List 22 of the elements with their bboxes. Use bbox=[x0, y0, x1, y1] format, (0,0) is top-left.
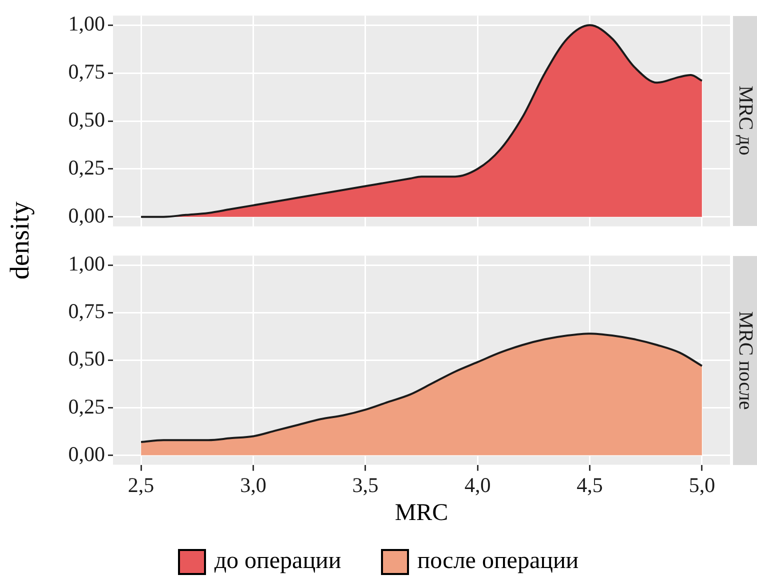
y-tick-label: 0,00 bbox=[68, 203, 105, 228]
x-tick-label: 5,0 bbox=[688, 472, 716, 497]
y-tick-label: 0,00 bbox=[68, 442, 105, 466]
x-tick-label: 4,5 bbox=[576, 472, 603, 497]
y-axis-title: density bbox=[4, 200, 36, 282]
y-tick-label: 0,25 bbox=[68, 155, 105, 180]
text: MRC после bbox=[734, 310, 756, 410]
x-axis-title: MRC bbox=[394, 500, 450, 527]
y-tick-label: 1,00 bbox=[68, 252, 105, 276]
legend-label: после операции bbox=[417, 548, 579, 575]
y-tick-label: 0,75 bbox=[68, 60, 105, 84]
x-tick-label: 3,5 bbox=[352, 472, 379, 497]
y-tick-label: 1,00 bbox=[68, 12, 105, 36]
y-tick-label: 0,75 bbox=[68, 299, 105, 324]
text: MRC до bbox=[734, 86, 757, 156]
y-tick-label: 0,25 bbox=[68, 394, 105, 418]
legend-label: до операции bbox=[214, 548, 342, 575]
x-tick-label: 2,5 bbox=[128, 472, 154, 497]
x-tick-label: 4,0 bbox=[464, 472, 491, 497]
y-tick-label: 0,50 bbox=[68, 108, 105, 132]
y-tick-label: 0,50 bbox=[68, 346, 105, 371]
x-tick-label: 3,0 bbox=[240, 472, 266, 497]
